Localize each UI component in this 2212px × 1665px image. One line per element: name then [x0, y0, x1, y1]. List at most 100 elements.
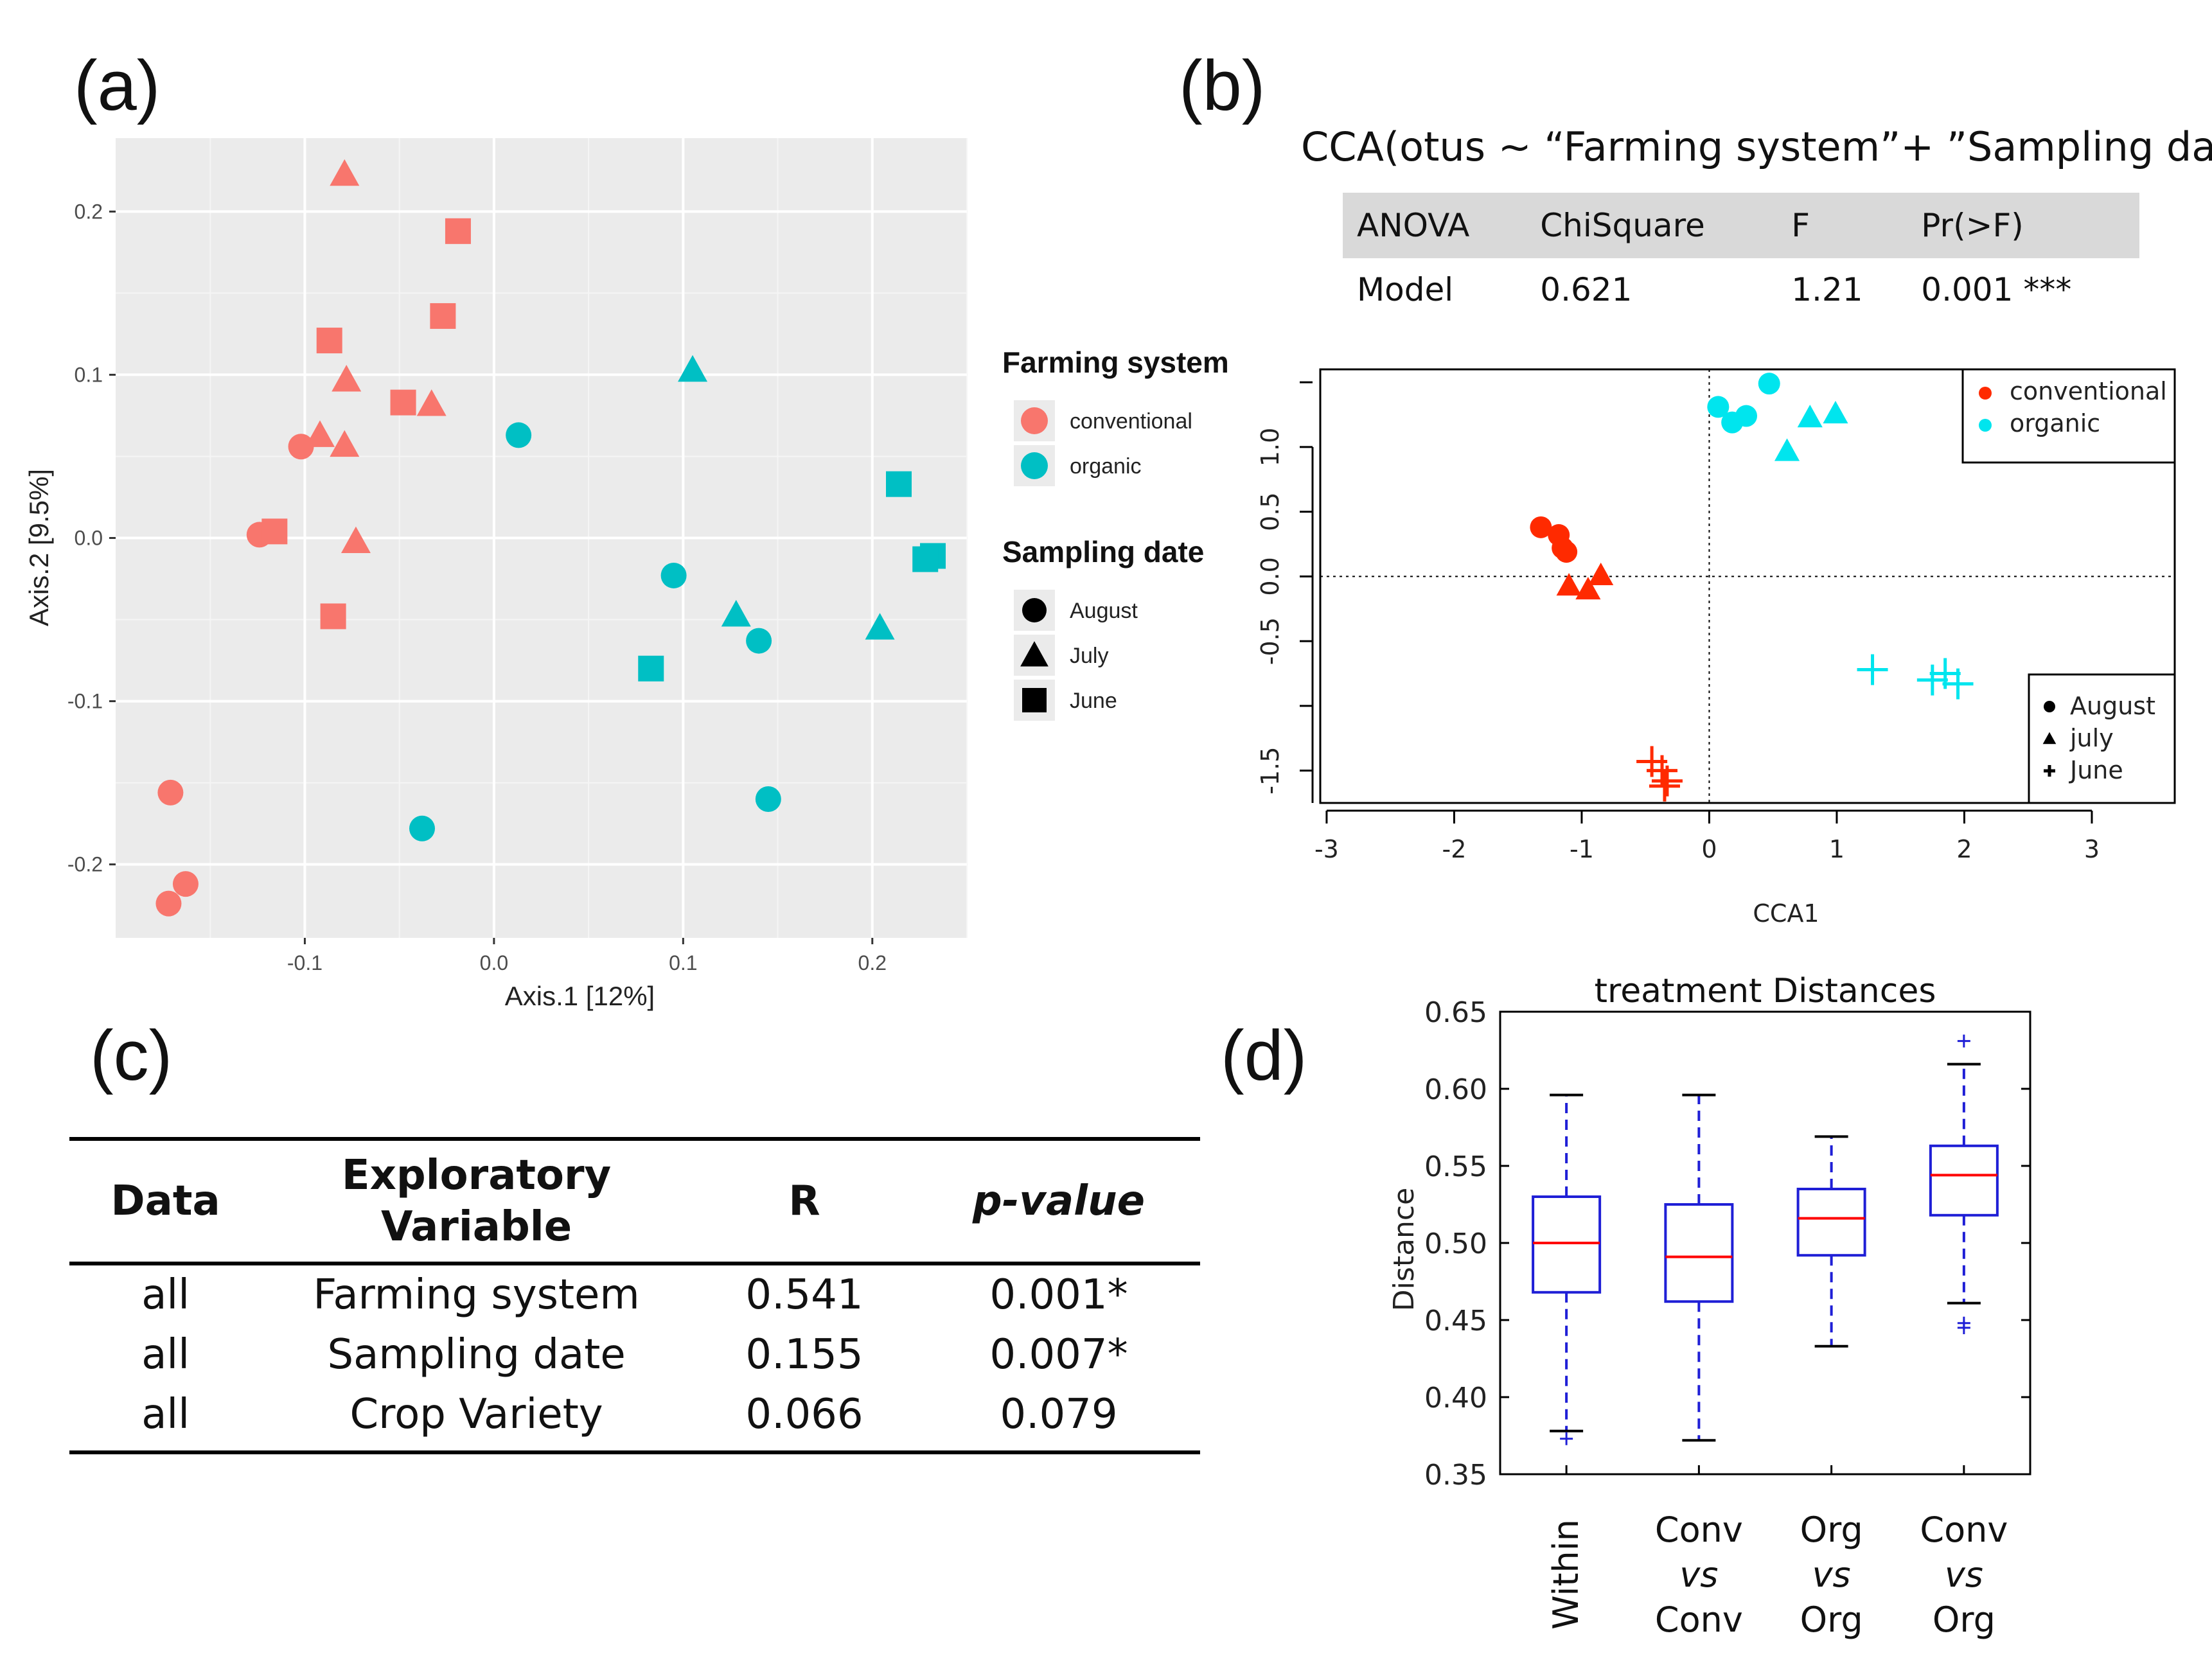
- y-axis-label: Distance: [1388, 1188, 1420, 1311]
- table-cell: 0.066: [745, 1390, 863, 1438]
- y-tick-label: 0.0: [1256, 557, 1284, 595]
- data-point-conventional-july: [1556, 572, 1582, 596]
- data-point-conventional-july: [341, 526, 371, 553]
- table-cell: all: [141, 1271, 190, 1319]
- table-cell: Sampling date: [327, 1330, 626, 1379]
- legend-key-august: [2044, 701, 2055, 712]
- data-point-conventional-august: [1555, 541, 1578, 563]
- y-tick-label: -0.5: [1256, 617, 1284, 665]
- data-point-conventional-august: [1530, 516, 1552, 538]
- data-point-conventional-june: [320, 603, 346, 630]
- table-row: all Sampling date 0.155 0.007*: [69, 1325, 1200, 1385]
- boxplot-title: treatment Distances: [1595, 972, 1936, 1010]
- data-point-conventional-july: [332, 365, 362, 392]
- x-category-label: Conv: [1655, 1599, 1743, 1640]
- panel-label-d: (d): [1221, 1016, 1307, 1095]
- y-tick-label: 1.0: [1256, 428, 1284, 466]
- legend-label-august: August: [2070, 692, 2155, 720]
- legend-key-conventional: [1979, 387, 1992, 400]
- table-header-pvalue: p-value: [972, 1177, 1146, 1225]
- table-cell: 0.541: [745, 1271, 863, 1319]
- legend-key-july: [1020, 641, 1048, 667]
- x-tick-label: 1: [1829, 835, 1845, 863]
- data-point-organic-july: [1797, 405, 1823, 428]
- table-cell: all: [141, 1330, 190, 1379]
- box-iqr: [1664, 1203, 1734, 1303]
- table-header-data: Data: [111, 1177, 220, 1225]
- data-point-organic-june: [638, 655, 664, 682]
- legend-label-july: july: [2069, 724, 2114, 752]
- y-tick-label: 0.35: [1424, 1459, 1487, 1492]
- x-axis-label: Axis.1 [12%]: [505, 981, 655, 1011]
- x-tick-label: 0.1: [669, 951, 697, 974]
- box-iqr: [1532, 1195, 1602, 1294]
- data-point-conventional-july: [1575, 576, 1601, 600]
- legend-label-organic: organic: [1070, 454, 1142, 479]
- data-point-conventional-june: [430, 303, 456, 329]
- x-axis-label: CCA1: [1753, 899, 1819, 928]
- legend-label-conventional: conventional: [2010, 377, 2167, 405]
- data-point-organic-july: [678, 355, 708, 382]
- table-cell: Crop Variety: [349, 1390, 603, 1438]
- data-point-organic-june: [1857, 654, 1888, 685]
- x-tick-label: -1: [1570, 835, 1594, 863]
- data-point-conventional-june: [445, 218, 471, 244]
- data-point-organic-june: [1916, 664, 1948, 696]
- data-point-conventional-june: [316, 328, 342, 354]
- table-cell: 0.155: [745, 1330, 863, 1379]
- data-point-conventional-july: [330, 430, 360, 457]
- box-iqr: [1796, 1188, 1866, 1257]
- table-header-r: R: [788, 1177, 820, 1225]
- x-category-label: Within: [1546, 1519, 1586, 1630]
- data-point-organic-august: [409, 815, 435, 841]
- data-point-organic-july: [721, 599, 751, 627]
- anova-header: F: [1777, 193, 1907, 258]
- y-tick-label: -0.1: [67, 690, 103, 713]
- legend-label-june: June: [1070, 689, 1117, 713]
- legend-label-conventional: conventional: [1070, 409, 1192, 434]
- x-tick-label: 2: [1956, 835, 1972, 863]
- legend-box-groups: [1961, 368, 2176, 464]
- anova-cell: Model: [1357, 271, 1454, 308]
- legend-key-organic: [1979, 419, 1992, 432]
- data-point-organic-august: [506, 422, 532, 448]
- mantel-results-table: Data Exploratory Variable R p-value all …: [69, 1137, 1200, 1454]
- data-point-organic-july: [865, 613, 895, 640]
- legend-label-july: July: [1070, 644, 1108, 668]
- y-axis-label: Axis.2 [9.5%]: [24, 469, 54, 626]
- data-point-conventional-june: [1649, 770, 1680, 802]
- data-point-conventional-june: [390, 389, 416, 416]
- data-point-organic-july: [1823, 400, 1848, 424]
- panel-label-a: (a): [74, 46, 161, 125]
- data-point-organic-june: [912, 546, 939, 572]
- data-point-organic-august: [1707, 396, 1730, 418]
- data-point-conventional-june: [261, 518, 288, 545]
- y-tick-label: 0.0: [75, 527, 103, 550]
- y-tick-label: -1.5: [1256, 747, 1284, 795]
- x-category-label: Org: [1933, 1599, 1995, 1640]
- data-point-organic-august: [746, 628, 772, 654]
- data-point-conventional-august: [155, 890, 182, 917]
- data-point-conventional-july: [1588, 562, 1614, 586]
- panel-a-pcoa: -0.1 0.0 0.1 0.2 -0.2 -0.1 0.0 0.1 0.2 Axis.1 [12…: [24, 138, 1229, 1011]
- x-tick-label: -3: [1314, 835, 1339, 863]
- cca-title: CCA(otus ~ “Farming system”+ ”Sampling d…: [1301, 123, 2212, 170]
- x-tick-label: 0: [1701, 835, 1717, 863]
- legend-key-june: [2044, 765, 2055, 777]
- y-tick-label: 0.1: [75, 363, 103, 386]
- outlier-point: [1560, 1432, 1573, 1445]
- table-row: all Farming system 0.541 0.001*: [69, 1264, 1200, 1325]
- table-cell: 0.001*: [989, 1271, 1128, 1319]
- legend-title-sampling: Sampling date: [1002, 535, 1204, 568]
- legend-box-dates: [2028, 673, 2176, 804]
- panel-d-boxplot: treatment Distances 0.35 0.40 0.45 0.50 0.55 0…: [1388, 972, 2031, 1640]
- data-point-conventional-august: [288, 434, 314, 460]
- y-tick-label: 0.5: [1256, 492, 1284, 531]
- panel-label-c: (c): [90, 1016, 173, 1095]
- y-tick-label: 0.55: [1424, 1150, 1487, 1183]
- x-category-label: Org: [1800, 1599, 1863, 1640]
- x-tick-label: 0.2: [858, 951, 887, 974]
- y-tick-label: 0.60: [1424, 1073, 1487, 1106]
- table-cell: all: [141, 1390, 190, 1438]
